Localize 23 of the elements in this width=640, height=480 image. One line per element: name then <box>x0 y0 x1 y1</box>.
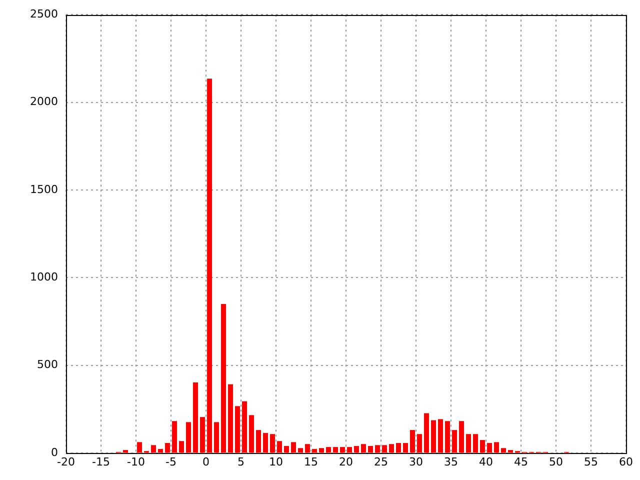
x-tick-label: 0 <box>202 455 210 468</box>
y-tick-label: 2000 <box>30 95 58 108</box>
x-tick-label: -15 <box>92 455 110 468</box>
x-tick-label: -5 <box>166 455 176 468</box>
x-tick-label: 40 <box>479 455 493 468</box>
y-tick-label: 1500 <box>30 182 58 196</box>
y-tick-label: 0 <box>51 446 58 459</box>
x-tick-label: 45 <box>514 455 528 468</box>
x-tick-label: 15 <box>304 455 318 468</box>
y-tick-label: 1000 <box>30 270 58 284</box>
x-tick-label: 5 <box>238 455 244 468</box>
y-tick-label: 2500 <box>30 7 58 20</box>
x-tick-label: -10 <box>127 455 145 468</box>
x-tick-label: 35 <box>444 455 458 468</box>
x-tick-label: 55 <box>584 455 598 468</box>
x-tick-label: 60 <box>619 455 633 468</box>
x-tick-label: 20 <box>339 455 353 468</box>
x-tick-label: -20 <box>57 455 75 468</box>
x-tick-label: 50 <box>549 455 563 468</box>
x-tick-label: 10 <box>269 455 283 468</box>
x-tick-label: 25 <box>374 455 388 468</box>
x-tick-label: 30 <box>409 455 423 468</box>
y-tick-label: 500 <box>37 358 58 372</box>
